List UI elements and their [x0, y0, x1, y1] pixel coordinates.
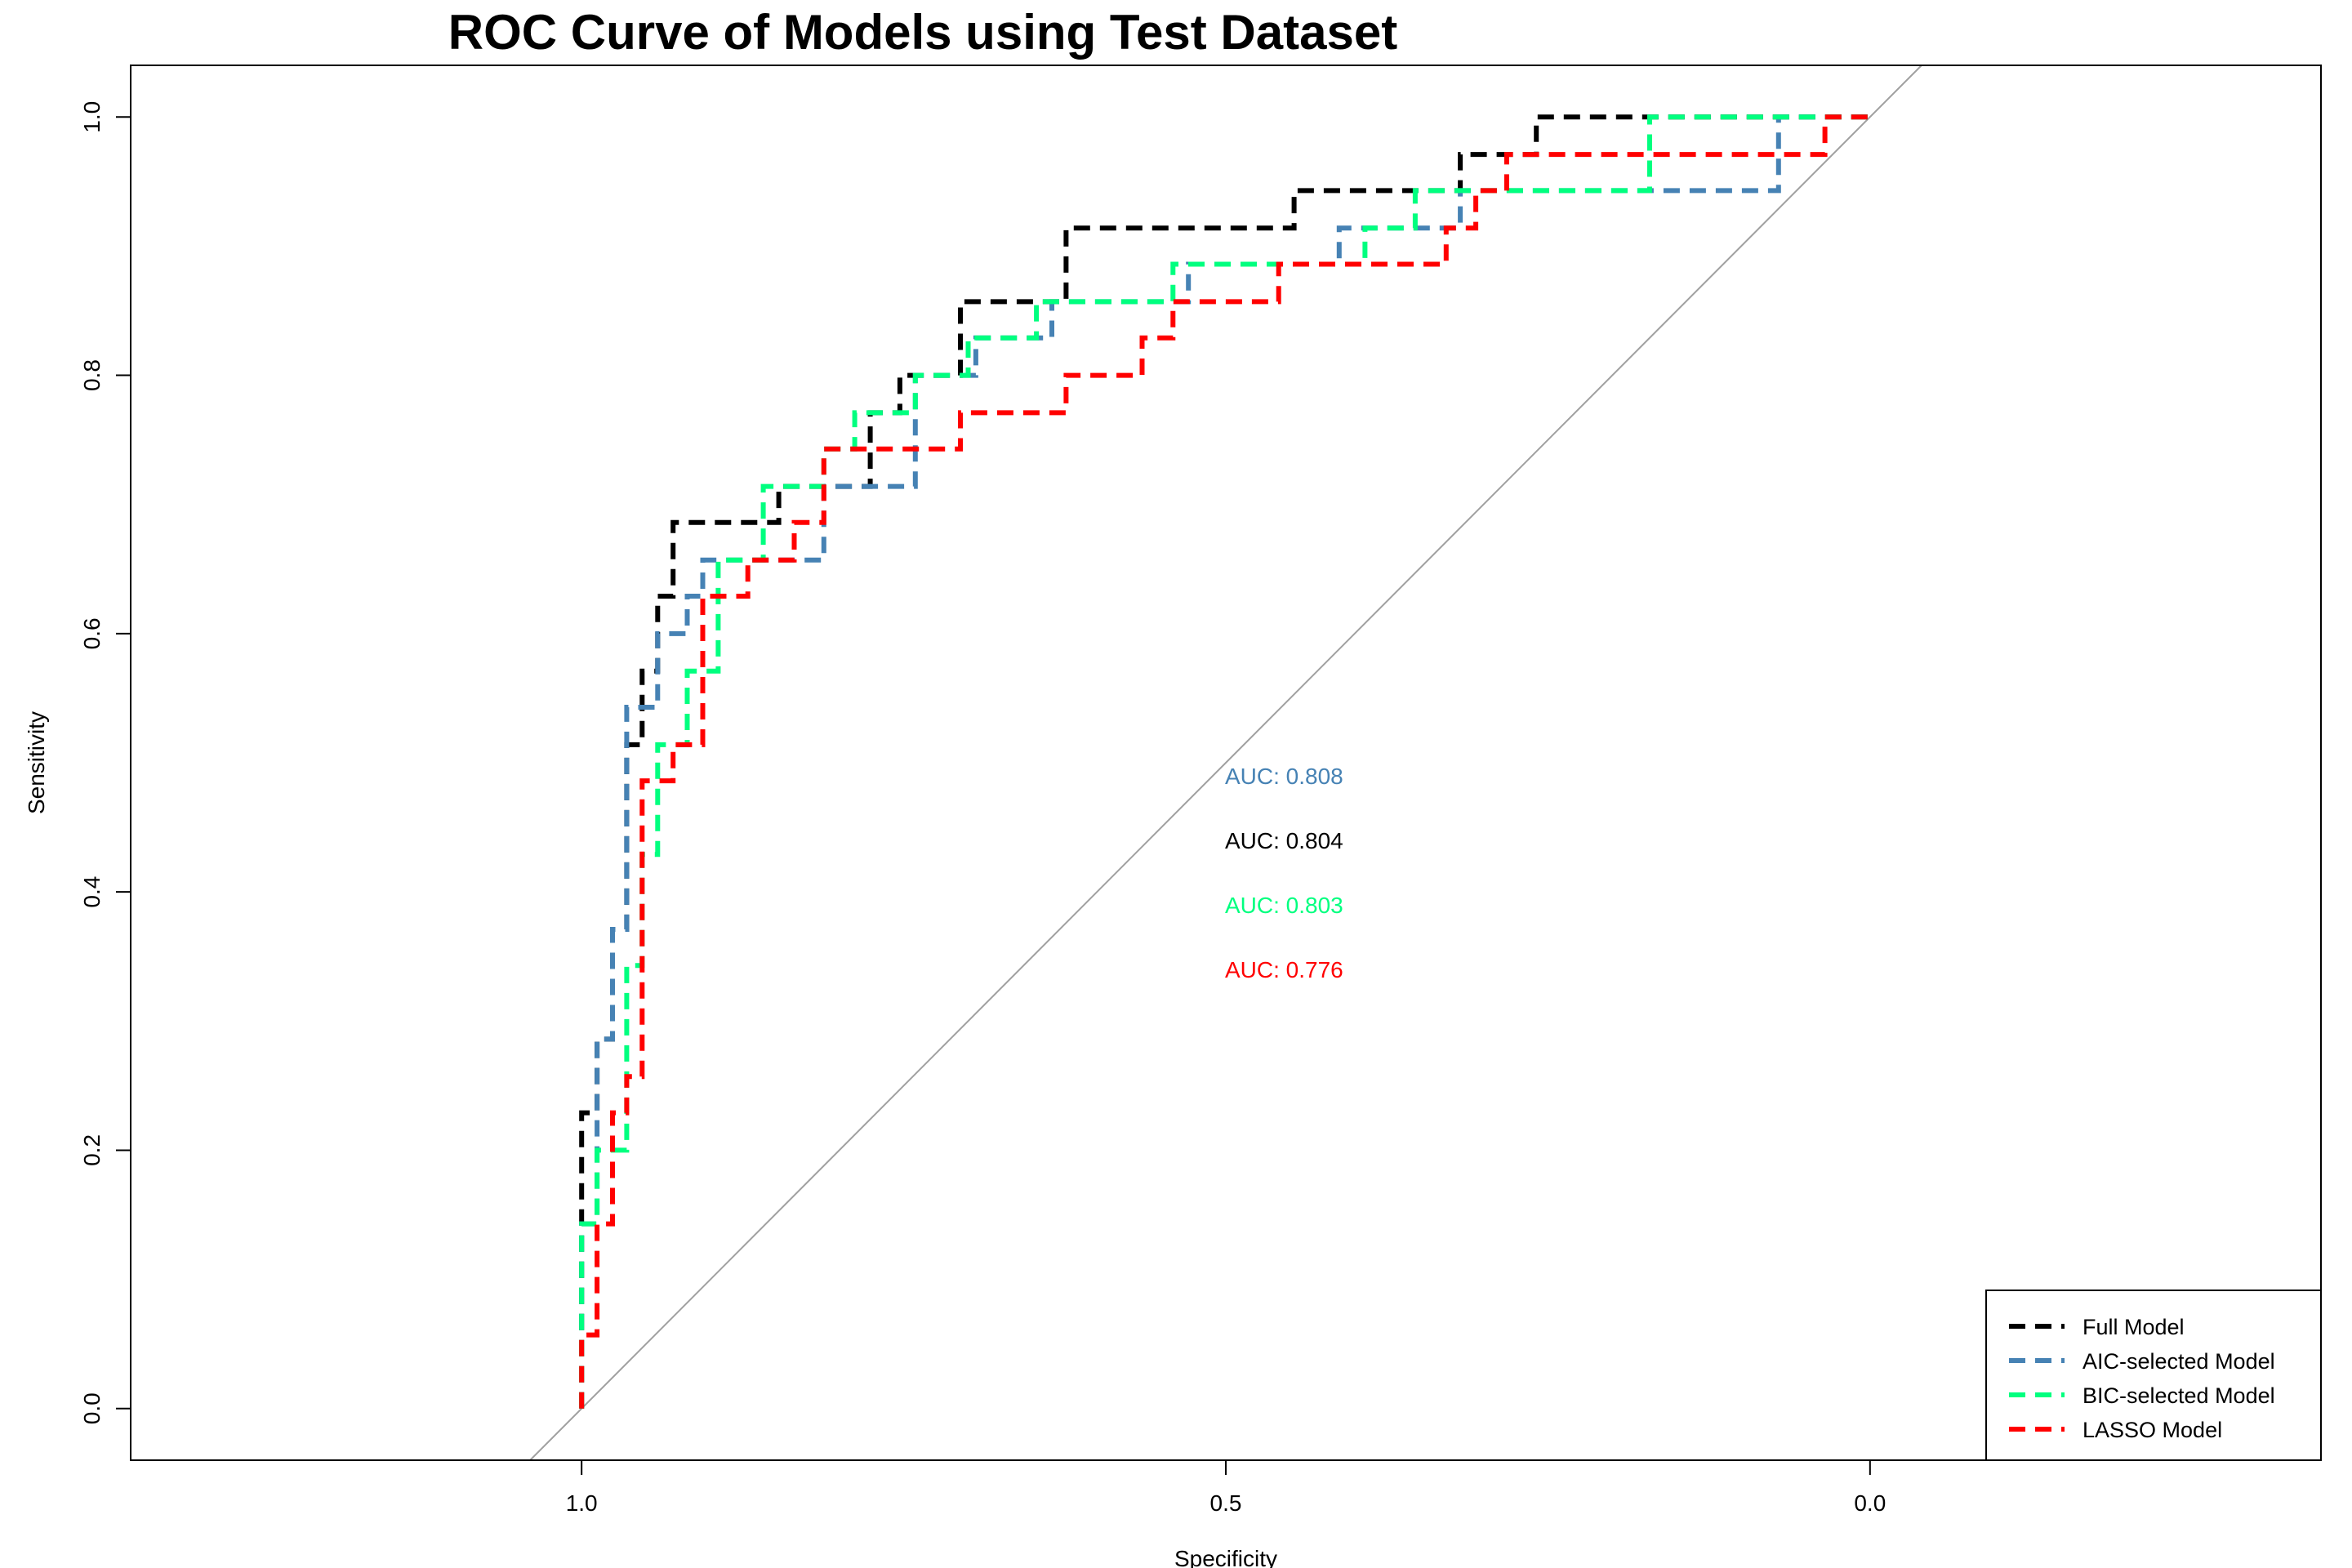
legend-label-0: Full Model	[2082, 1315, 2185, 1339]
y-axis: 0.0 0.2 0.4 0.6 0.8 1.0	[79, 101, 131, 1424]
y-tick-label: 0.8	[79, 359, 105, 391]
legend-label-3: LASSO Model	[2082, 1418, 2222, 1442]
y-tick-label: 1.0	[79, 101, 105, 133]
chart-title: ROC Curve of Models using Test Dataset	[448, 5, 1397, 60]
auc-label-3: AUC: 0.776	[1225, 957, 1343, 982]
x-axis-label: Specificity	[1174, 1546, 1277, 1568]
y-tick-label: 0.4	[79, 876, 105, 908]
x-tick-label: 1.0	[566, 1490, 598, 1516]
auc-label-1: AUC: 0.808	[1225, 764, 1343, 789]
series-layer	[579, 114, 1870, 1409]
reference-line-layer	[529, 65, 1922, 1461]
auc-label-0: AUC: 0.804	[1225, 828, 1343, 853]
reference-diagonal-line	[529, 65, 1922, 1461]
x-axis: 1.0 0.5 0.0	[566, 1460, 1886, 1516]
y-tick-label: 0.6	[79, 617, 105, 649]
auc-labels: AUC: 0.808 AUC: 0.804 AUC: 0.803 AUC: 0.776	[1225, 764, 1343, 982]
legend-box	[1985, 1290, 2322, 1461]
legend-label-1: AIC-selected Model	[2082, 1349, 2275, 1374]
auc-label-2: AUC: 0.803	[1225, 893, 1343, 918]
y-axis-label: Sensitivity	[24, 711, 49, 814]
x-tick-label: 0.0	[1854, 1490, 1886, 1516]
legend-label-2: BIC-selected Model	[2082, 1383, 2275, 1408]
y-tick-label: 0.0	[79, 1392, 105, 1424]
legend: Full Model AIC-selected Model BIC-selected…	[1985, 1290, 2322, 1461]
y-tick-label: 0.2	[79, 1134, 105, 1166]
x-tick-label: 0.5	[1210, 1490, 1242, 1516]
